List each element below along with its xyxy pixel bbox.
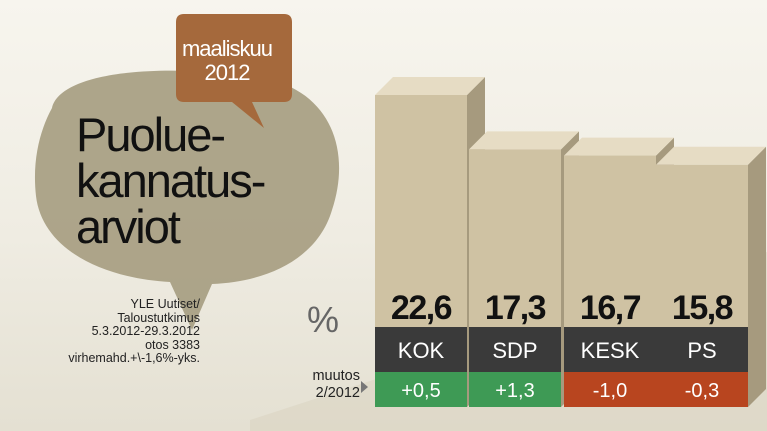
source-line: otos 3383 — [145, 337, 200, 352]
bar-value-label: 17,3 — [485, 289, 546, 327]
source-line: 5.3.2012-29.3.2012 — [91, 324, 200, 339]
change-value-label: -1,0 — [593, 380, 627, 402]
bar-side — [748, 146, 766, 408]
month-bubble — [176, 14, 292, 128]
change-label: muutos 2/2012 — [290, 368, 360, 402]
change-box — [564, 372, 656, 407]
change-value-label: +0,5 — [401, 380, 440, 402]
party-label: SDP — [492, 338, 537, 363]
bar-value-label: 16,7 — [580, 289, 641, 327]
source-line: virhemahd.+\-1,6%-yks. — [68, 351, 200, 366]
bar-top — [469, 131, 579, 150]
bar — [375, 95, 467, 327]
bar-value-label: 15,8 — [672, 289, 733, 327]
month-label: maaliskuu 2012 — [180, 37, 274, 85]
bar-top — [656, 146, 766, 165]
party-band — [469, 327, 561, 372]
title-line: kannatus- — [76, 154, 266, 207]
bar-top — [564, 137, 674, 156]
month-line: maaliskuu — [181, 36, 273, 61]
bar-value-label: 22,6 — [391, 289, 452, 327]
party-label: KOK — [398, 338, 445, 363]
source-note: YLE Uutiset/ Taloustutkimus 5.3.2012-29.… — [60, 297, 200, 366]
change-box — [375, 372, 467, 407]
change-box — [656, 372, 748, 407]
party-band — [656, 327, 748, 372]
arrow-icon — [361, 381, 368, 393]
party-label: PS — [687, 338, 716, 363]
party-band — [564, 327, 656, 372]
bar — [656, 164, 748, 327]
chart-title: Puolue- kannatus- arviot — [76, 108, 266, 253]
title-line: Puolue- — [76, 108, 226, 161]
bar-top — [375, 77, 485, 95]
party-band — [375, 327, 467, 372]
speech-bubble — [34, 70, 340, 330]
bar — [564, 155, 656, 327]
change-label-line: 2/2012 — [315, 385, 360, 401]
change-box — [469, 372, 561, 407]
year-line: 2012 — [204, 60, 251, 85]
source-line: YLE Uutiset/ — [130, 297, 200, 311]
title-line: arviot — [76, 200, 181, 253]
change-label-line: muutos — [312, 368, 360, 384]
party-label: KESK — [581, 338, 640, 363]
change-value-label: -0,3 — [685, 380, 719, 402]
change-value-label: +1,3 — [495, 380, 534, 402]
unit-symbol: % — [307, 299, 340, 340]
bar — [469, 149, 561, 327]
source-line: Taloustutkimus — [117, 310, 200, 325]
